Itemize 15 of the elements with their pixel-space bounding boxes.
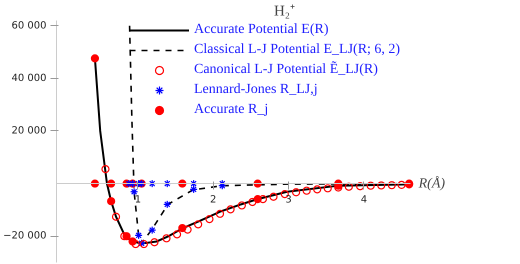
x-tick-label: 3 — [285, 194, 292, 206]
x-tick-label: 2 — [210, 194, 216, 206]
x-axis-title: R(Å) — [418, 176, 446, 192]
x-tick-label: 1 — [134, 194, 142, 206]
legend-label: Lennard-Jones R_LJ,j — [194, 82, 318, 98]
chart-title: H₂⁺ — [274, 4, 296, 20]
y-tick-label: 60 000 — [12, 20, 47, 32]
y-tick-label: 40 000 — [12, 72, 47, 84]
legend-label: Accurate R_j — [194, 102, 268, 118]
legend-label: Canonical L-J Potential Ẽ_LJ(R) — [194, 62, 378, 78]
legend-label: Classical L-J Potential E_LJ(R; 6, 2) — [194, 42, 400, 58]
y-tick-label: 20 000 — [12, 125, 47, 136]
y-tick-label: −20 000 — [3, 230, 47, 242]
legend-label: Accurate Potential E(R) — [194, 22, 329, 38]
x-tick-label: 4 — [360, 194, 368, 206]
